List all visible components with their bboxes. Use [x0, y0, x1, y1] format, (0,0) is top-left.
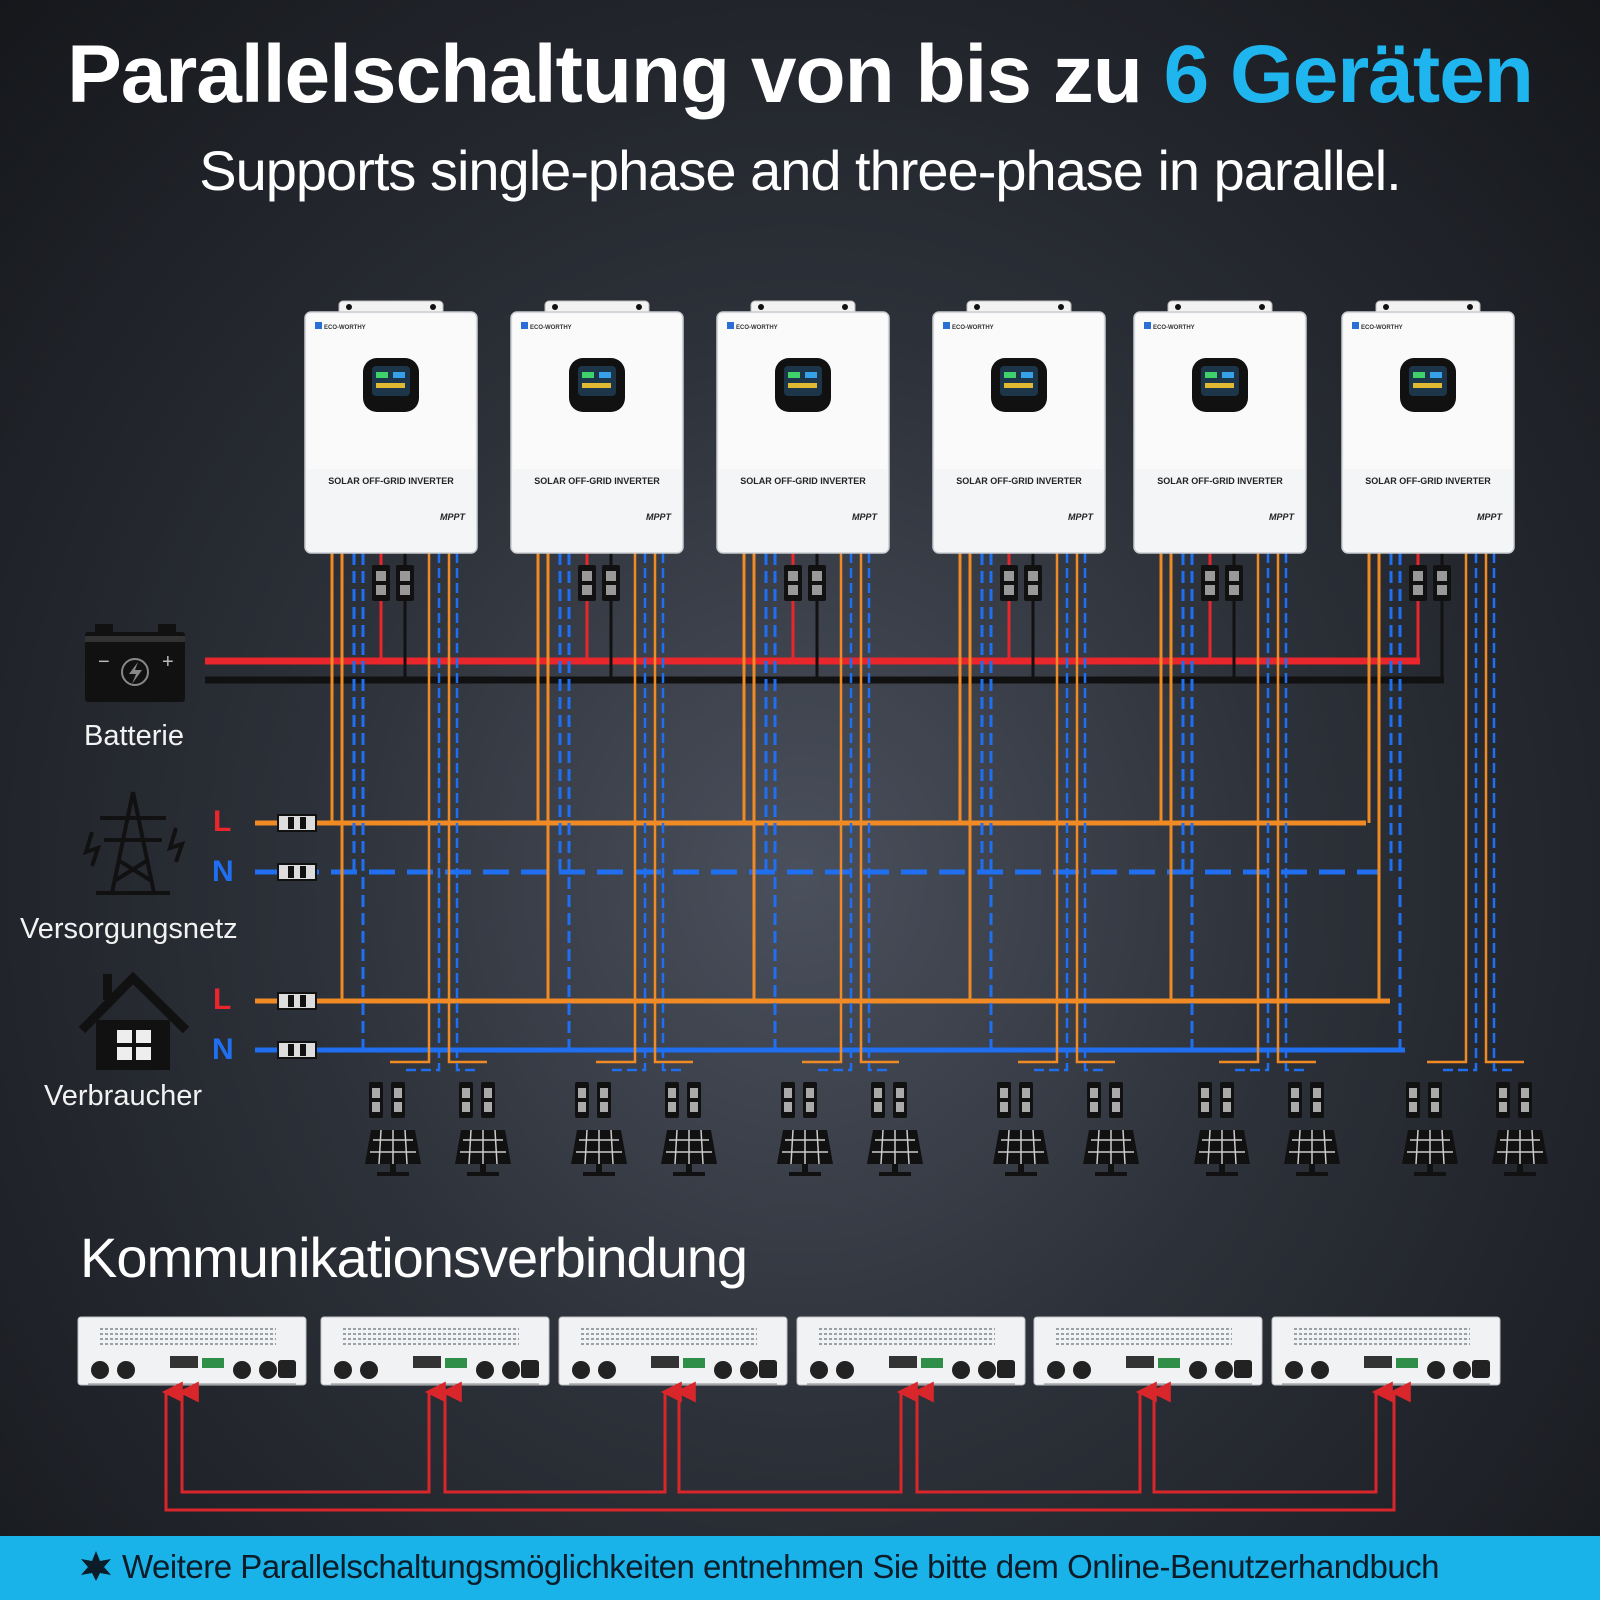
grid-n-label: N — [212, 855, 234, 888]
inverter-model: SOLAR OFF-GRID INVERTER — [328, 476, 454, 486]
inverter-unit: ECO-WORTHY SOLAR OFF-GRID INVERTER MPPT — [716, 300, 890, 554]
inverter-brand: ECO-WORTHY — [1361, 325, 1403, 331]
inverter-model: SOLAR OFF-GRID INVERTER — [1365, 476, 1491, 486]
solar-panel-icon — [1402, 1082, 1458, 1176]
inverter-brand: ECO-WORTHY — [736, 325, 778, 331]
title-highlight: 6 Geräten — [1163, 29, 1534, 120]
solar-panel-icon — [777, 1082, 833, 1176]
inverter-bottom-unit — [796, 1316, 1026, 1386]
house-icon — [78, 971, 190, 1070]
solar-panel-icon — [1492, 1082, 1548, 1176]
inverter-brand: ECO-WORTHY — [1153, 325, 1195, 331]
communication-link — [1149, 1381, 1393, 1494]
inverter-brand: ECO-WORTHY — [952, 325, 994, 331]
inverter-bottom-unit — [1033, 1316, 1263, 1386]
inverter-unit: ECO-WORTHY SOLAR OFF-GRID INVERTER MPPT — [304, 300, 478, 554]
grid-l-label: L — [213, 805, 232, 838]
solar-panel-icon — [1194, 1082, 1250, 1176]
wires — [205, 553, 1524, 1072]
terminal-block — [277, 814, 317, 832]
communication-link — [912, 1381, 1157, 1494]
source-icons: − + — [78, 624, 190, 1070]
solar-panel-icon — [1083, 1082, 1139, 1176]
svg-text:−: − — [98, 651, 110, 673]
communication-link — [161, 1381, 1411, 1512]
inverter-wiring — [1367, 553, 1524, 1072]
inverter-bottom-unit — [320, 1316, 550, 1386]
communication-link — [177, 1381, 446, 1494]
terminal-block — [277, 1041, 317, 1059]
load-label: Verbraucher — [44, 1080, 202, 1112]
load-n-label: N — [212, 1033, 234, 1066]
inverter-model: SOLAR OFF-GRID INVERTER — [1157, 476, 1283, 486]
inverter-bottom-unit — [558, 1316, 788, 1386]
inverter-wiring — [1159, 553, 1316, 1072]
communication-link — [674, 1381, 918, 1494]
inverter-wiring — [742, 553, 899, 1072]
svg-text:+: + — [162, 651, 174, 673]
inverter-brand: ECO-WORTHY — [324, 325, 366, 331]
inverter-unit: ECO-WORTHY SOLAR OFF-GRID INVERTER MPPT — [510, 300, 684, 554]
solar-panels — [365, 1082, 1548, 1176]
inverter-wiring — [958, 553, 1115, 1072]
title-main: Parallelschaltung von bis zu — [67, 29, 1164, 120]
solar-panel-icon — [661, 1082, 717, 1176]
inverter-model: SOLAR OFF-GRID INVERTER — [740, 476, 866, 486]
battery-label: Batterie — [84, 720, 184, 752]
mppt-badge: MPPT — [852, 512, 879, 522]
inverter-wiring — [536, 553, 693, 1072]
mppt-badge: MPPT — [1269, 512, 1296, 522]
communication-link — [440, 1381, 682, 1494]
inverter-unit: ECO-WORTHY SOLAR OFF-GRID INVERTER MPPT — [932, 300, 1106, 554]
solar-panel-icon — [571, 1082, 627, 1176]
inverter-unit: ECO-WORTHY SOLAR OFF-GRID INVERTER MPPT — [1133, 300, 1307, 554]
footer-bar: Weitere Parallelschaltungsmöglichkeiten … — [0, 1536, 1600, 1600]
star-icon — [81, 1551, 111, 1581]
page-title: Parallelschaltung von bis zu 6 Geräten — [0, 28, 1600, 122]
inverter-bottom-unit — [1271, 1316, 1501, 1386]
page-subtitle: Supports single-phase and three-phase in… — [199, 139, 1401, 202]
grid-label: Versorgungsnetz — [20, 913, 238, 945]
solar-panel-icon — [455, 1082, 511, 1176]
terminal-block — [277, 863, 317, 881]
power-tower-icon — [82, 791, 186, 895]
solar-panel-icon — [1284, 1082, 1340, 1176]
solar-panel-icon — [993, 1082, 1049, 1176]
inverter-bottom-unit — [77, 1316, 307, 1386]
inverter-wiring — [330, 553, 487, 1072]
inverter-unit: ECO-WORTHY SOLAR OFF-GRID INVERTER MPPT — [1341, 300, 1515, 554]
solar-panel-icon — [867, 1082, 923, 1176]
inverter-model: SOLAR OFF-GRID INVERTER — [534, 476, 660, 486]
inverter-brand: ECO-WORTHY — [530, 325, 572, 331]
mppt-badge: MPPT — [1068, 512, 1095, 522]
terminal-block — [277, 992, 317, 1010]
mppt-badge: MPPT — [1477, 512, 1504, 522]
mppt-badge: MPPT — [646, 512, 673, 522]
inverter-model: SOLAR OFF-GRID INVERTER — [956, 476, 1082, 486]
load-l-label: L — [213, 983, 232, 1016]
communication-title: Kommunikationsverbindung — [80, 1226, 748, 1289]
battery-icon: − + — [85, 624, 185, 702]
footer-note: Weitere Parallelschaltungsmöglichkeiten … — [122, 1548, 1440, 1585]
communication-units — [77, 1316, 1501, 1512]
mppt-badge: MPPT — [440, 512, 467, 522]
solar-panel-icon — [365, 1082, 421, 1176]
